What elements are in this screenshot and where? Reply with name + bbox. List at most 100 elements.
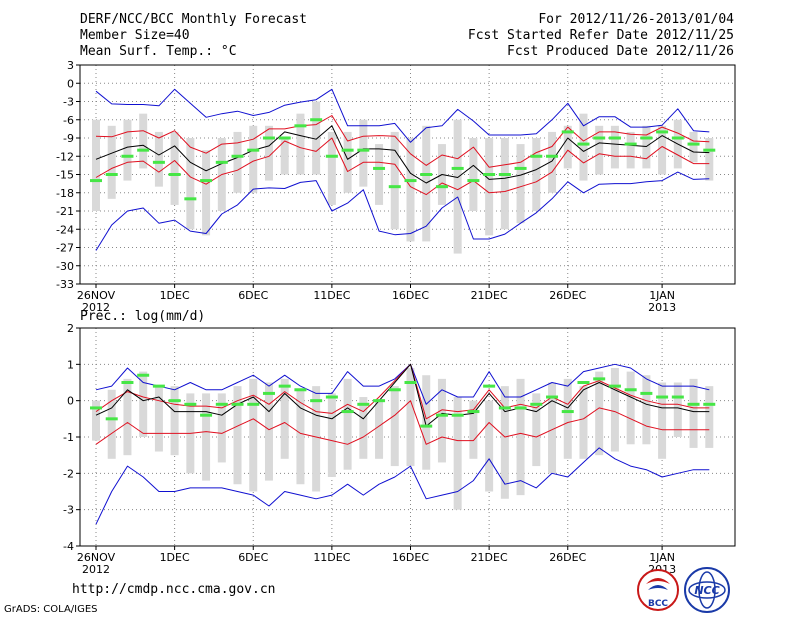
temp-median-mark [325,154,338,158]
temp-box [705,138,714,181]
temp-box [485,138,494,236]
precip-panel-title: Prec.: log(mm/d) [80,309,206,324]
temp-box [264,125,273,181]
precip-box [437,378,446,463]
temp-xtick-label: 21DEC [471,289,508,302]
precip-box [500,386,509,499]
temp-ytick-label: -24 [56,223,74,236]
precip-median-mark [451,413,464,417]
precip-ytick-label: -1 [63,431,74,444]
precip-box [406,367,415,467]
temp-median-mark [483,173,496,176]
temp-median-mark [152,160,165,164]
temp-xtick-label: 16DEC [392,289,429,302]
temp-median-mark [262,136,275,140]
precip-box [673,382,682,437]
forecast-title: DERF/NCC/BCC Monthly Forecast [80,12,307,27]
precip-median-mark [325,395,338,399]
temp-median-mark [640,136,653,140]
precip-box [469,400,478,459]
temp-box [579,113,588,181]
temp-median-mark [687,142,700,146]
temp-median-mark [420,173,433,176]
temp-median-mark [200,179,213,183]
precip-box [610,367,619,452]
precip-ytick-label: -4 [63,540,74,553]
temp-box [469,138,478,211]
precip-box [296,389,305,485]
temp-median-mark [294,124,307,128]
precip-min-line [95,447,710,525]
precip-xtick-label: 1JAN [649,551,675,564]
precip-median-mark [703,402,716,406]
precip-box [107,389,116,459]
precip-xtick-label: 11DEC [313,551,350,564]
precip-box [375,400,384,459]
precip-median-mark [498,406,511,410]
ncc-logo-text: NCC [694,584,719,597]
temp-box [595,125,604,175]
temp-box [233,131,242,193]
temp-box [123,119,132,181]
ncc-logo: NCC [684,567,730,613]
precip-median-mark [561,410,574,414]
temp-box [610,125,619,169]
precip-median-mark [593,377,606,381]
precip-box [139,371,148,437]
temp-median-mark [121,154,134,158]
temp-ytick-label: -30 [56,260,74,273]
temp-box [390,131,399,230]
precip-xtick-label: 16DEC [392,551,429,564]
temp-box [375,144,384,205]
temp-median-mark [593,136,606,140]
temp-box [500,138,509,230]
precip-xtick-year: 2012 [82,563,110,576]
temp-median-mark [388,185,401,189]
temp-mean-line [95,125,710,184]
temp-median-mark [703,148,716,152]
temp-lower-spread-line [95,137,710,196]
temp-box [406,138,415,242]
temp-max-line [95,88,710,143]
precip-median-mark [640,391,653,395]
precip-xtick-label: 21DEC [471,551,508,564]
precip-median-mark [231,402,244,406]
temp-ytick-label: -33 [56,278,74,291]
temp-box [312,101,321,175]
temp-box [280,138,289,175]
precip-median-mark [514,406,527,410]
temp-median-mark [247,148,260,152]
precip-box [233,386,242,485]
temp-xtick-label: 26NOV [77,289,116,302]
precip-xtick-label: 6DEC [238,551,268,564]
temp-median-mark [467,179,480,183]
temp-box [92,119,100,211]
precip-median-mark [483,384,496,388]
precip-median-mark [215,402,228,406]
precip-lower-spread-line [95,400,710,445]
temp-xtick-label: 26DEC [549,289,586,302]
footer-url[interactable]: http://cmdp.ncc.cma.gov.cn [72,582,276,597]
precip-median-mark [152,384,165,388]
temp-ytick-label: -21 [56,205,74,218]
temp-box [343,131,352,193]
precip-ytick-label: -3 [63,504,74,517]
precip-median-mark [388,388,401,392]
bcc-logo: BCC [637,569,679,611]
temp-box [107,125,116,199]
precip-median-mark [90,406,102,410]
precip-box [548,382,557,474]
precip-median-mark [262,391,275,395]
precip-xtick-label: 1DEC [160,551,190,564]
precip-median-mark [656,395,669,399]
precip-box [202,393,211,481]
precip-median-mark [200,413,213,417]
temp-median-mark [577,142,590,146]
temp-upper-spread-line [95,115,710,168]
header-right: For 2012/11/26-2013/01/04 Fcst Started R… [468,12,734,60]
precip-upper-spread-line [95,363,710,420]
temp-median-mark [546,154,559,158]
precip-median-mark [294,388,307,392]
temp-median-mark [310,118,323,122]
